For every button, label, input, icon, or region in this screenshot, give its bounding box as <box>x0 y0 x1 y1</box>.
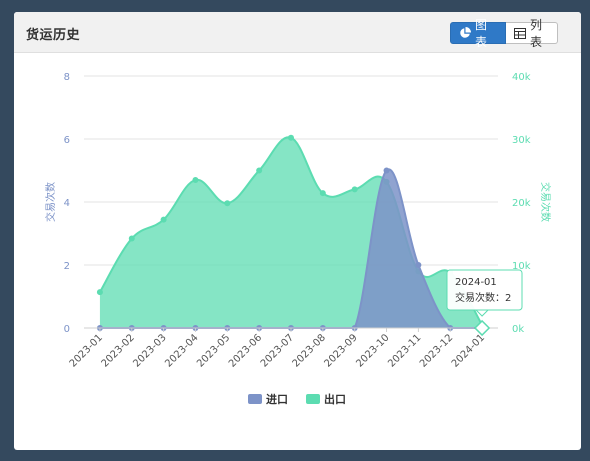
x-tick-label: 2023-12 <box>418 332 455 369</box>
tooltip-arrow <box>474 309 490 317</box>
left-tick-label: 6 <box>64 135 70 146</box>
x-tick-label: 2024-01 <box>450 332 487 369</box>
left-tick-label: 4 <box>64 198 70 209</box>
data-point-export <box>256 167 263 174</box>
legend-swatch <box>248 394 262 404</box>
right-tick-label: 20k <box>512 198 531 209</box>
left-tick-label: 8 <box>64 72 70 83</box>
data-point-export <box>96 289 103 296</box>
x-tick-label: 2023-10 <box>354 332 391 369</box>
view-toggle: 图表 列表 <box>450 18 558 49</box>
legend-label: 进口 <box>266 392 288 406</box>
x-tick-label: 2023-03 <box>131 332 168 369</box>
table-icon <box>514 27 526 39</box>
data-point-import <box>415 262 422 268</box>
x-tick-label: 2023-09 <box>322 332 359 369</box>
tooltip-box <box>446 269 523 311</box>
left-axis-title: 交易次数 <box>44 182 57 222</box>
tooltip-value: 交易次数：2 <box>455 291 511 304</box>
data-point-export <box>192 176 199 183</box>
series-area-import <box>99 169 483 328</box>
right-axis-title: 交易次数 <box>539 182 552 222</box>
x-tick-label: 2023-01 <box>68 332 105 369</box>
x-tick-label: 2023-08 <box>291 332 328 369</box>
chart-legend: 进口 出口 <box>248 392 346 406</box>
tooltip-category: 2024-01 <box>455 277 497 288</box>
x-tick-label: 2023-05 <box>195 332 232 369</box>
data-point-import <box>383 167 390 174</box>
left-tick-label: 0 <box>64 324 70 335</box>
cargo-history-panel: 货运历史 图表 <box>14 12 581 450</box>
legend-swatch <box>306 394 320 404</box>
pie-chart-icon <box>459 27 471 39</box>
x-tick-label: 2023-11 <box>386 332 423 369</box>
data-point-export <box>224 200 231 207</box>
x-tick-label: 2023-07 <box>259 332 296 369</box>
panel-title: 货运历史 <box>26 28 81 43</box>
x-tick-label: 2023-06 <box>227 332 264 369</box>
data-point-export <box>128 235 135 242</box>
tooltip-marker <box>473 319 491 337</box>
list-view-label: 列表 <box>530 18 543 49</box>
chart-view-label: 图表 <box>475 18 488 49</box>
chart-tooltip: 2024-01 交易次数：2 <box>446 269 523 317</box>
right-tick-label: 10k <box>512 261 531 272</box>
data-point-export <box>160 216 167 223</box>
right-tick-label: 30k <box>512 135 531 146</box>
x-tick-label: 2023-02 <box>100 332 137 369</box>
right-tick-label: 0k <box>512 324 524 335</box>
legend-label: 出口 <box>324 392 346 406</box>
data-point-export <box>288 134 294 141</box>
list-view-button[interactable]: 列表 <box>506 18 558 49</box>
right-tick-label: 40k <box>512 72 531 83</box>
left-tick-label: 2 <box>64 261 70 272</box>
panel-header: 货运历史 图表 <box>14 12 581 53</box>
data-point-export <box>319 190 326 197</box>
chart-view-button[interactable]: 图表 <box>450 18 506 49</box>
x-tick-label: 2023-04 <box>163 332 200 369</box>
cargo-history-chart: 0 0k 2 10k 4 20k 6 30k 8 40k 2023-012023-022023-03… <box>44 72 552 406</box>
data-point-export <box>351 186 358 193</box>
